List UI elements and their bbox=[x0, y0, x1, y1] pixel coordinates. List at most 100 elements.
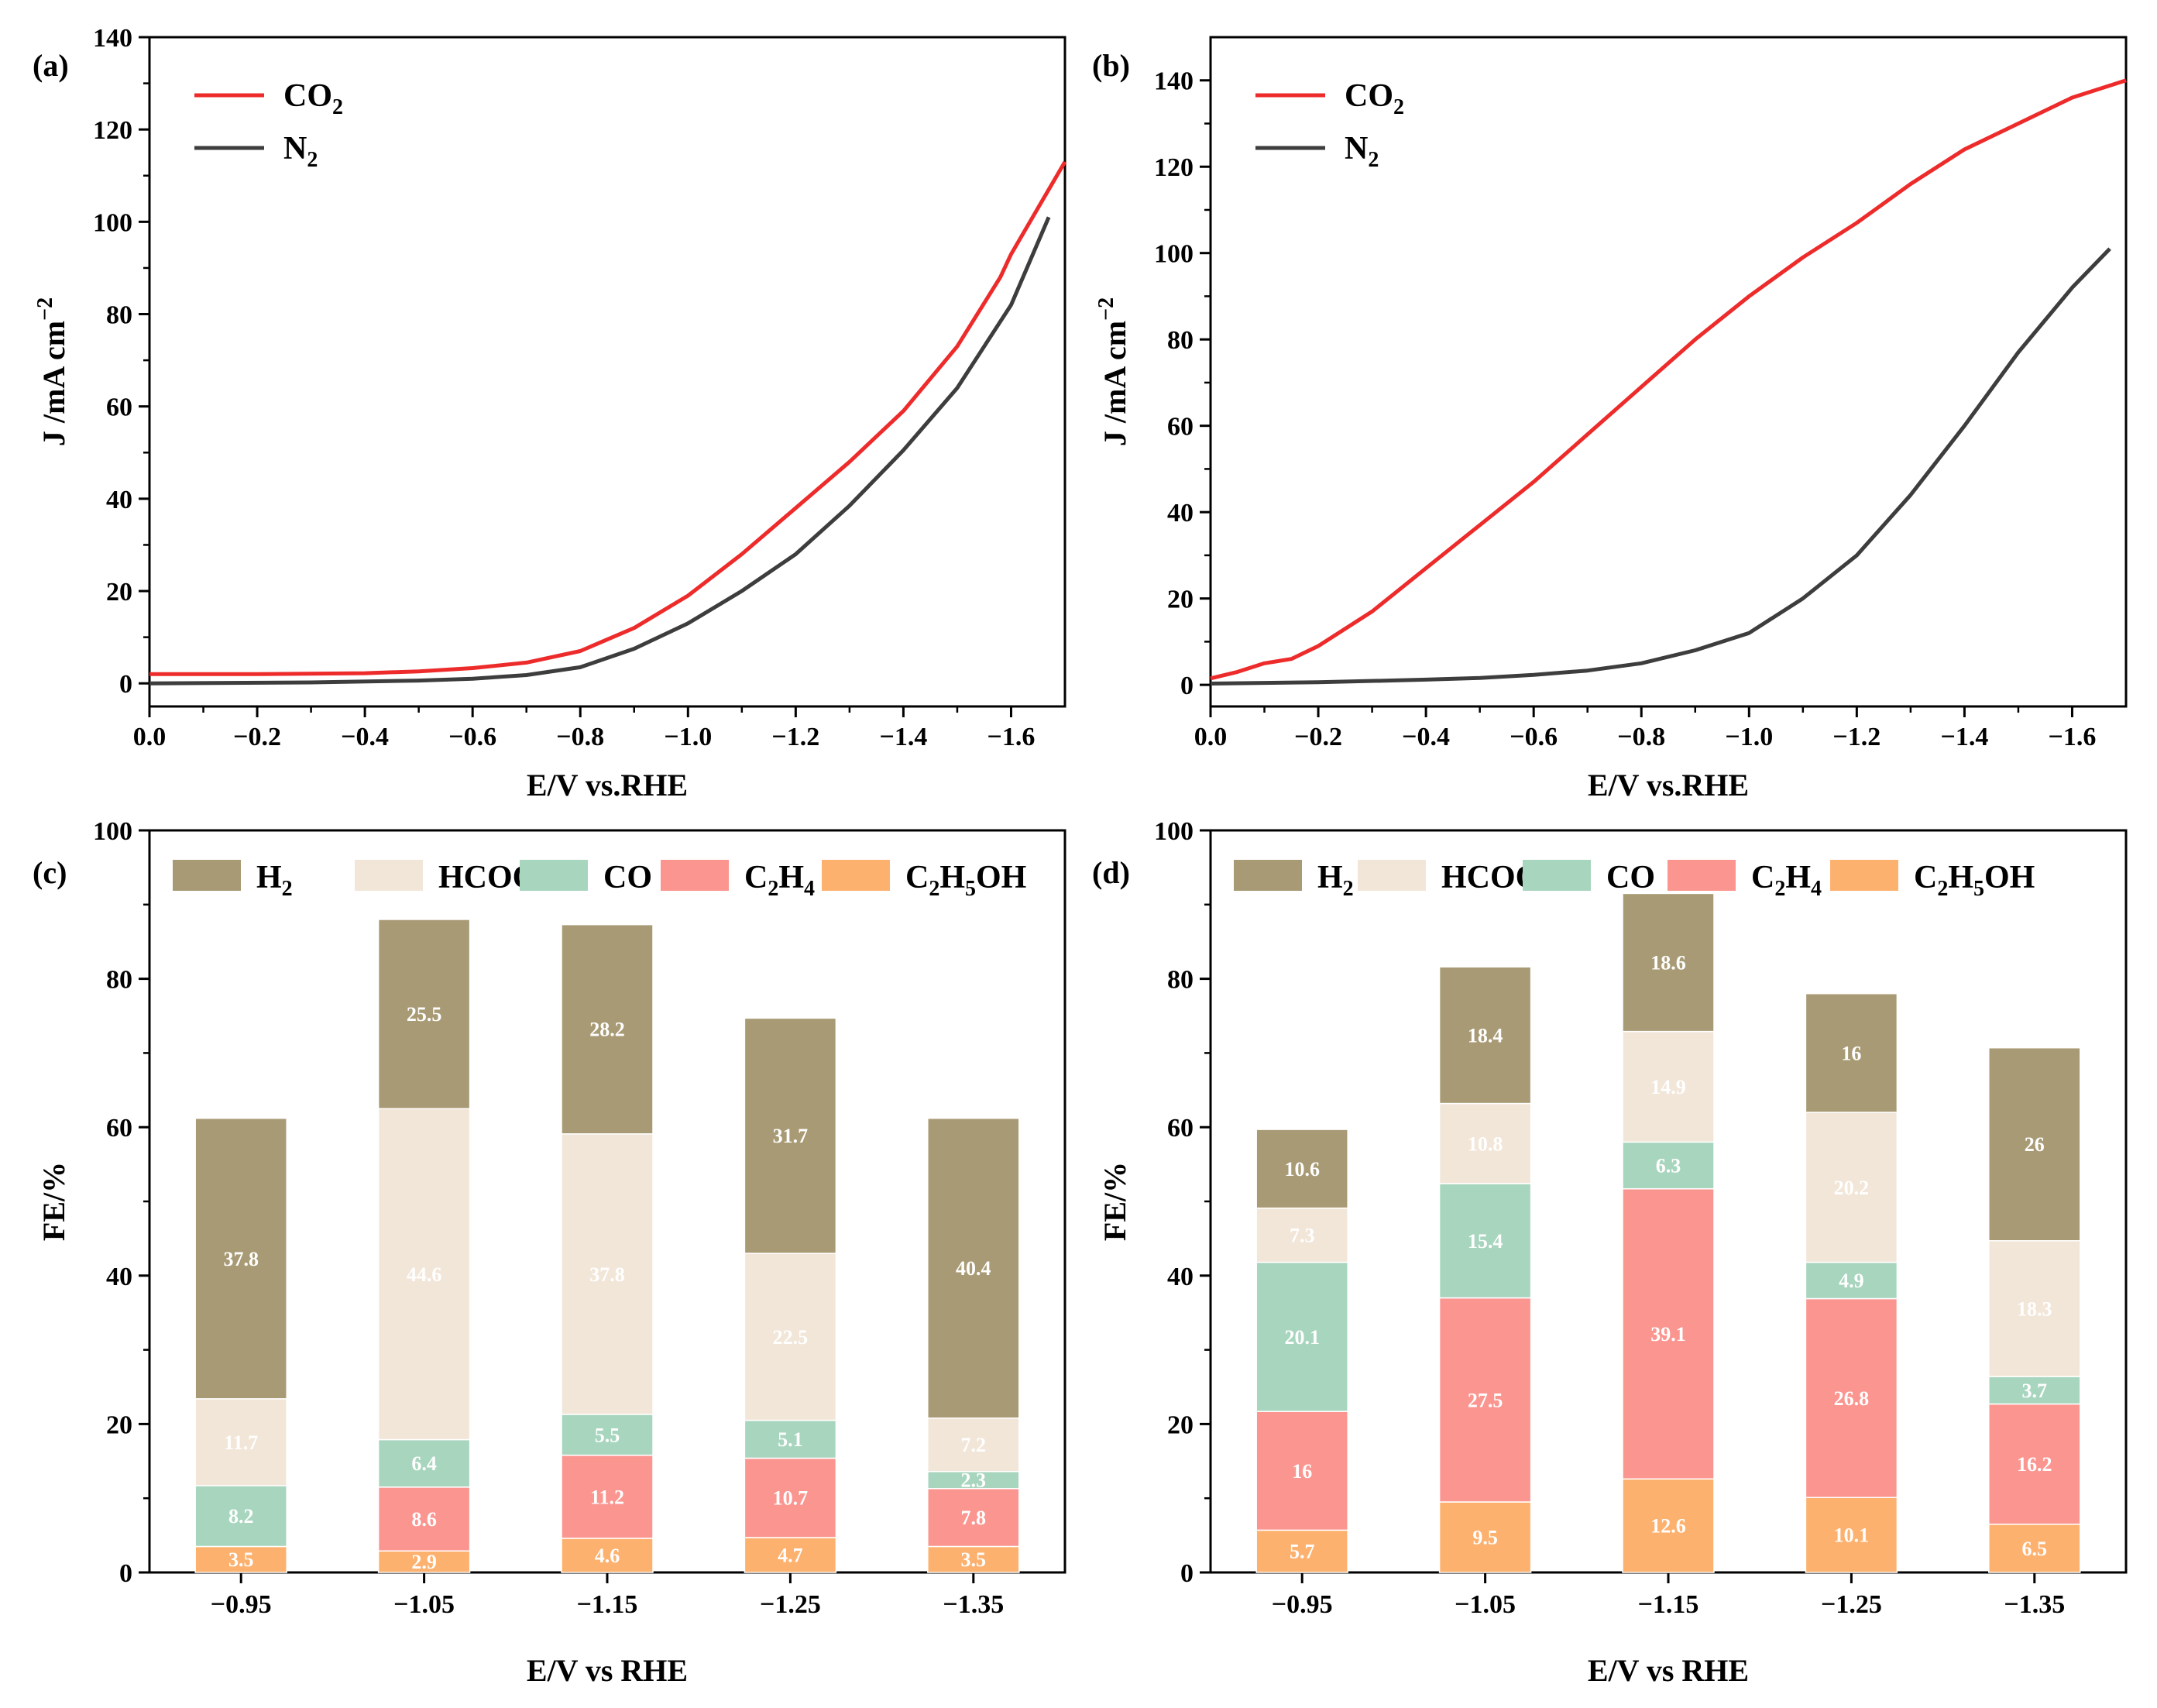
legend-label-part: CO bbox=[603, 860, 652, 895]
bar-value-label: 2.9 bbox=[411, 1551, 437, 1573]
bar-segment-C2H5OH bbox=[1805, 1497, 1898, 1573]
bar-value-label: 44.6 bbox=[407, 1263, 442, 1286]
bar-segment-C2H5OH bbox=[377, 1550, 471, 1573]
legend-swatch-CO bbox=[520, 860, 588, 891]
bar-segment-H2 bbox=[1805, 993, 1898, 1113]
x-tick-label: −0.95 bbox=[211, 1590, 272, 1619]
x-tick-label: −1.0 bbox=[1725, 723, 1773, 751]
bar-value-label: 7.8 bbox=[961, 1507, 987, 1529]
legend-label-part: OH bbox=[976, 860, 1026, 895]
y-axis-label-part: −2 bbox=[1094, 297, 1118, 321]
x-tick-label: −1.2 bbox=[771, 723, 819, 751]
panel-b: (b) 0 20 40 60 80 100 120 140 0.0 −0.2 −0.4 −0.6 −0.8… bbox=[1092, 36, 2128, 802]
legend-label-part: CO bbox=[283, 78, 332, 114]
legend-label-part: 2 bbox=[282, 877, 293, 901]
bar-segment-H2 bbox=[1988, 1046, 2081, 1242]
bar-value-label: 9.5 bbox=[1472, 1526, 1498, 1548]
legend-label-part: OH bbox=[1984, 860, 2035, 895]
x-tick-label: −1.35 bbox=[2004, 1590, 2065, 1619]
bar-value-label: 3.7 bbox=[2022, 1380, 2048, 1402]
bar-segment-HCOOH bbox=[1622, 1030, 1715, 1143]
bar-segment-CO bbox=[1255, 1261, 1348, 1412]
bar-value-label: 8.6 bbox=[411, 1508, 437, 1531]
x-tick-label: −0.2 bbox=[1294, 723, 1342, 751]
x-tick-label: −1.05 bbox=[1455, 1590, 1516, 1619]
bar-segment-H2 bbox=[194, 1117, 287, 1400]
legend-label: H2​ bbox=[256, 860, 293, 901]
bar-value-label: 11.2 bbox=[590, 1486, 624, 1508]
bar-value-label: 16.2 bbox=[2017, 1453, 2052, 1476]
legend-label-part: 4 bbox=[804, 877, 815, 901]
bar-segment-C2H5OH bbox=[1988, 1523, 2081, 1573]
legend-swatch-HCOOH bbox=[355, 860, 423, 891]
bar-segment-C2H4 bbox=[1255, 1411, 1348, 1531]
y-tick-label: 0 bbox=[1180, 1559, 1194, 1588]
legend-label: H2​ bbox=[1317, 860, 1354, 901]
x-tick-label: −1.4 bbox=[1940, 723, 1988, 751]
y-tick-label: 20 bbox=[1167, 586, 1194, 614]
y-tick-label: 60 bbox=[106, 393, 132, 422]
bar-segment-C2H5OH bbox=[194, 1545, 287, 1573]
bar-segment-C2H4 bbox=[377, 1486, 471, 1552]
bar-segment-H2 bbox=[927, 1117, 1020, 1419]
x-tick-label: −1.6 bbox=[987, 723, 1036, 751]
bar-segment-C2H4 bbox=[1988, 1403, 2081, 1525]
y-axis-label-part: J /mA cm bbox=[1097, 321, 1132, 446]
legend-label: C2​H4​ bbox=[744, 860, 815, 901]
y-tick-label: 100 bbox=[1154, 240, 1194, 269]
legend-label-part: C bbox=[1751, 860, 1774, 895]
x-tick-label: −1.15 bbox=[1638, 1590, 1699, 1619]
x-tick-label: −1.05 bbox=[393, 1590, 455, 1619]
y-tick-label: 120 bbox=[1154, 153, 1194, 182]
legend-label-part: 2 bbox=[929, 877, 939, 901]
bar-segment-C2H4 bbox=[1438, 1297, 1532, 1503]
x-axis-label: E/V vs RHE bbox=[527, 1653, 688, 1688]
legend-label-part: 2 bbox=[332, 95, 343, 119]
legend-label: CO2​ bbox=[283, 78, 343, 119]
bar-value-label: 18.3 bbox=[2017, 1297, 2052, 1320]
y-tick-label: 60 bbox=[1167, 413, 1194, 442]
y-tick-label: 80 bbox=[1167, 326, 1194, 355]
panel-d: (d) 0 20 40 60 80 100 −0.95 5.7 16 20.1 7.3 10.6 −1.0… bbox=[1092, 817, 2128, 1688]
bar-value-label: 25.5 bbox=[407, 1003, 442, 1026]
x-tick-label: −1.35 bbox=[943, 1590, 1004, 1619]
legend-label-part: 4 bbox=[1811, 877, 1822, 901]
bar-segment-C2H4 bbox=[561, 1454, 654, 1539]
bar-value-label: 37.8 bbox=[589, 1263, 625, 1286]
x-tick-label: 0.0 bbox=[133, 723, 167, 751]
bar-value-label: 2.3 bbox=[961, 1469, 987, 1492]
bar-value-label: 27.5 bbox=[1468, 1389, 1503, 1411]
y-tick-label: 120 bbox=[93, 116, 132, 145]
x-tick-label: −0.6 bbox=[448, 723, 496, 751]
legend-label-part: 5 bbox=[965, 877, 976, 901]
panel-a: (a) 0 20 40 60 80 100 120 140 0.0 −0.2 −0.4 −0.6 −0.8… bbox=[33, 24, 1067, 802]
y-tick-label: 0 bbox=[119, 1559, 132, 1588]
bar-segment-CO bbox=[377, 1438, 471, 1488]
bar-segment-CO bbox=[561, 1414, 654, 1456]
y-tick-label: 40 bbox=[106, 1263, 132, 1291]
bar-segment-H2 bbox=[1438, 966, 1532, 1105]
bar-value-label: 6.4 bbox=[411, 1452, 437, 1475]
legend-label-part: 2 bbox=[768, 877, 778, 901]
bar-value-label: 18.6 bbox=[1650, 952, 1686, 974]
bar-segment-C2H5OH bbox=[561, 1538, 654, 1573]
plot-frame bbox=[148, 36, 1066, 708]
bar-segment-HCOOH bbox=[561, 1133, 654, 1415]
legend-label: N2​ bbox=[1345, 131, 1379, 172]
legend-label: CO2​ bbox=[1345, 78, 1404, 119]
x-axis-label: E/V vs.RHE bbox=[527, 768, 688, 802]
plot-frame bbox=[1209, 36, 2128, 708]
y-axis-label-part: −2 bbox=[33, 297, 57, 321]
bar-value-label: 39.1 bbox=[1650, 1323, 1686, 1345]
y-axis-label: FE/% bbox=[1097, 1162, 1132, 1241]
bar-value-label: 26.8 bbox=[1834, 1387, 1870, 1410]
legend-label-part: 5 bbox=[1973, 877, 1984, 901]
y-axis-label: J /mA cm−2​ bbox=[1094, 297, 1132, 446]
legend-swatch-CO bbox=[1523, 860, 1591, 891]
bar-segment-HCOOH bbox=[1255, 1207, 1348, 1263]
bar-value-label: 12.6 bbox=[1650, 1515, 1686, 1538]
x-tick-label: −0.8 bbox=[1617, 723, 1665, 751]
bar-value-label: 10.6 bbox=[1284, 1158, 1320, 1180]
bar-value-label: 20.2 bbox=[1834, 1177, 1870, 1199]
bar-value-label: 14.9 bbox=[1650, 1076, 1686, 1098]
